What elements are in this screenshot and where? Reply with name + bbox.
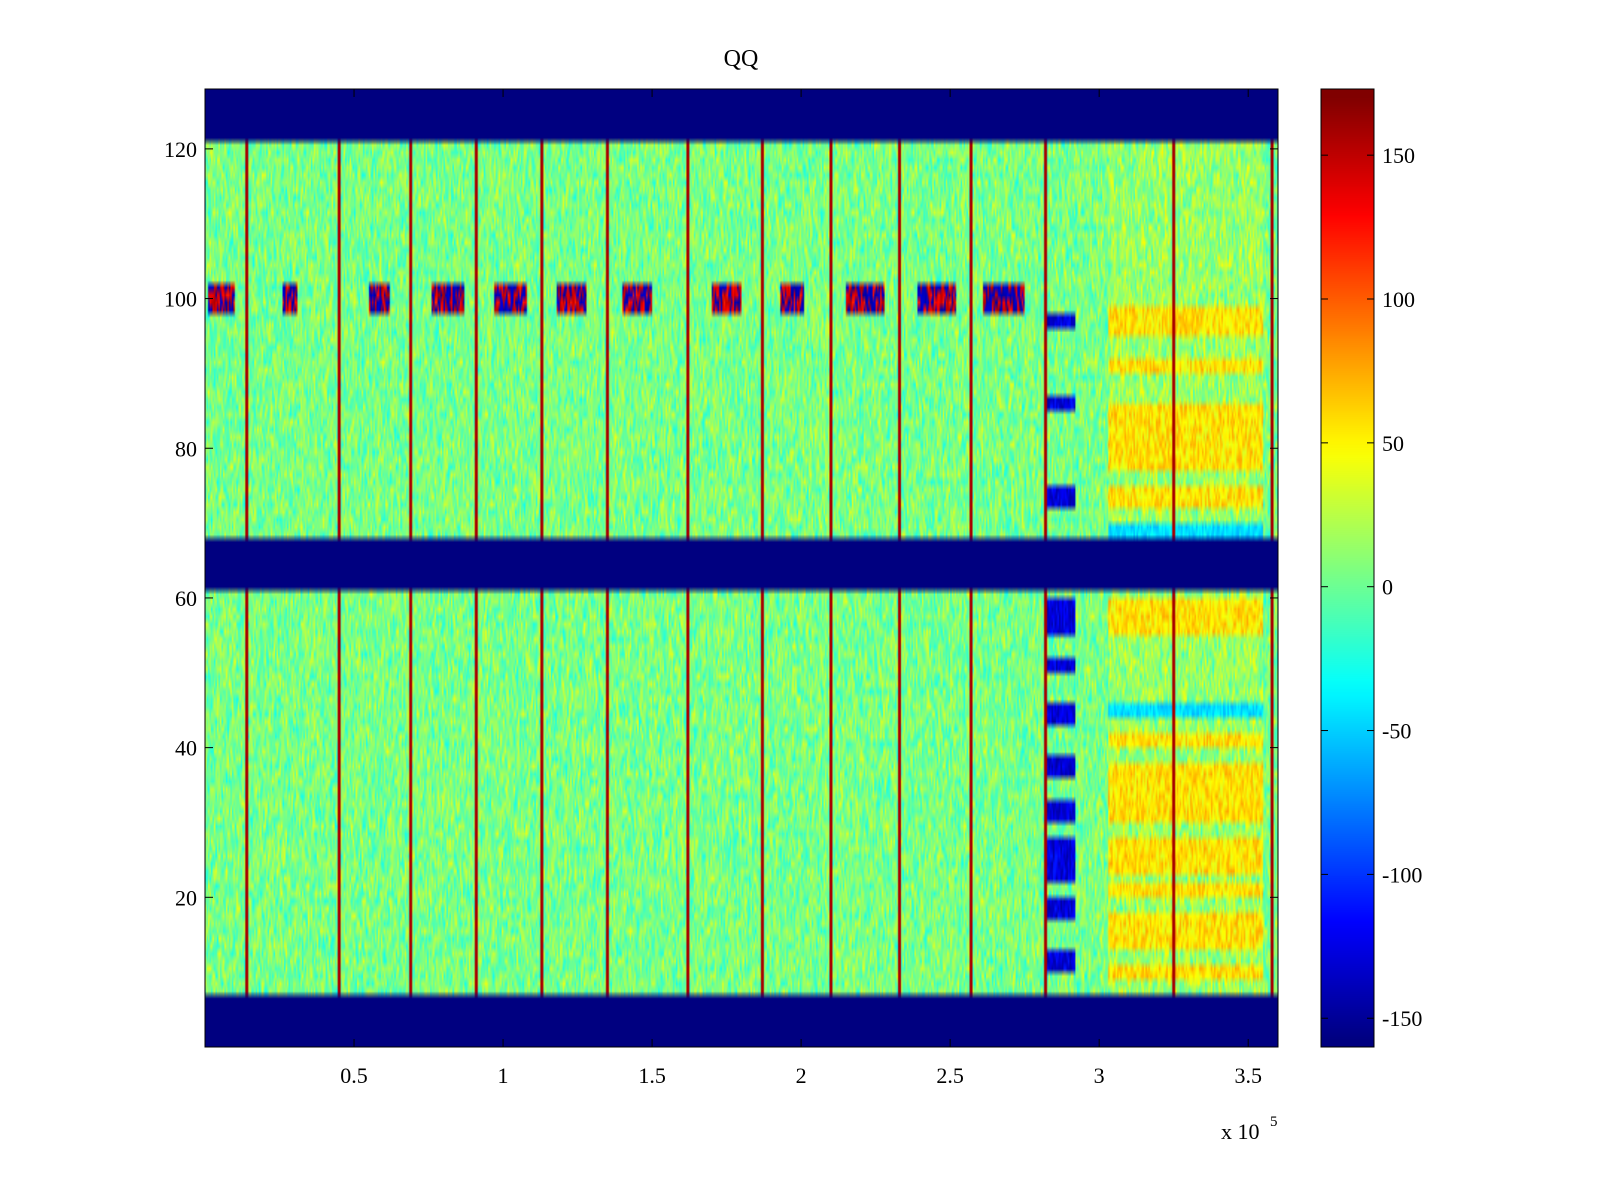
colorbar-tick-label-0: -150 <box>1382 1006 1422 1031</box>
x-tick-label-2: 1.5 <box>638 1063 666 1088</box>
x-tick-label-5: 3 <box>1094 1063 1105 1088</box>
colorbar-tick-label-4: 50 <box>1382 431 1404 456</box>
colorbar-box <box>1320 88 1375 1048</box>
x-tick-label-4: 2.5 <box>936 1063 964 1088</box>
colorbar-ticks: -150 -100 -50 0 50 100 150 <box>1321 143 1422 1031</box>
y-axis-ticks: 20 40 60 80 100 120 <box>164 137 1278 910</box>
chart-title: QQ <box>724 46 759 72</box>
colorbar-tick-label-2: -50 <box>1382 719 1411 744</box>
x-tick-label-6: 3.5 <box>1234 1063 1262 1088</box>
y-tick-label-0: 20 <box>175 885 197 910</box>
x-axis-exponent-label: x 10 5 <box>1221 1114 1278 1144</box>
x-axis-ticks: 0.5 1 1.5 2 2.5 3 3.5 <box>340 89 1262 1088</box>
y-tick-label-1: 40 <box>175 736 197 761</box>
y-tick-label-5: 120 <box>164 137 197 162</box>
x-tick-label-1: 1 <box>498 1063 509 1088</box>
heatmap-plot: 0.5 1 1.5 2 2.5 3 3.5 20 40 60 80 100 120 x 10 5 <box>164 88 1279 1144</box>
x-tick-label-3: 2 <box>796 1063 807 1088</box>
colorbar: -150 -100 -50 0 50 100 150 <box>1320 88 1422 1048</box>
x-exponent-power: 5 <box>1270 1114 1278 1130</box>
y-tick-label-3: 80 <box>175 436 197 461</box>
x-exponent-base: x 10 <box>1221 1119 1260 1144</box>
heatmap-image <box>205 89 1278 1047</box>
colorbar-tick-label-6: 150 <box>1382 143 1415 168</box>
x-tick-label-0: 0.5 <box>340 1063 368 1088</box>
colorbar-tick-label-3: 0 <box>1382 575 1393 600</box>
plot-axes-box <box>204 88 1279 1048</box>
colorbar-gradient <box>1321 89 1374 1047</box>
y-tick-label-2: 60 <box>175 586 197 611</box>
colorbar-tick-label-1: -100 <box>1382 862 1422 887</box>
y-tick-label-4: 100 <box>164 287 197 312</box>
colorbar-tick-label-5: 100 <box>1382 287 1415 312</box>
